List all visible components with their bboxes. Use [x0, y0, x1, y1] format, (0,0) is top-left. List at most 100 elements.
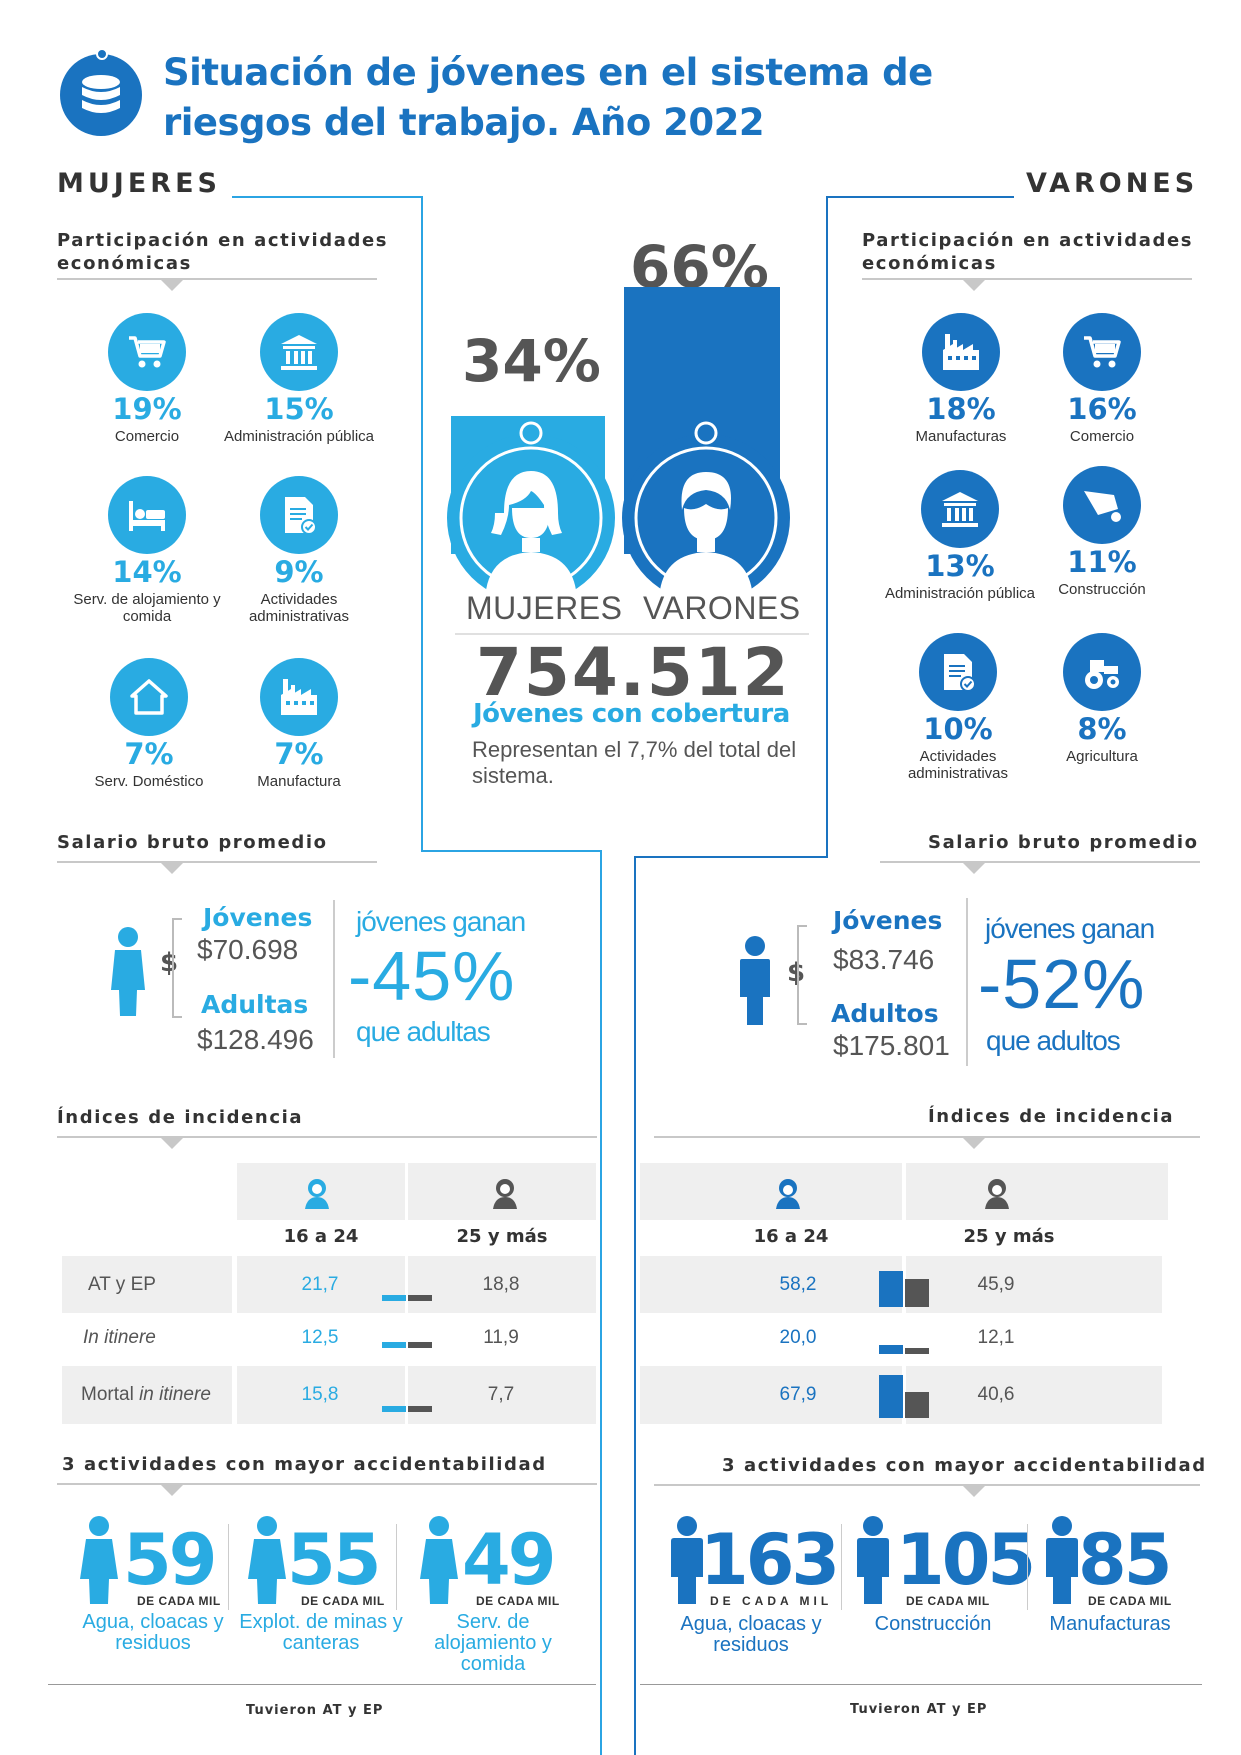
activity-label: Serv. Doméstico: [94, 773, 204, 790]
incidencia-bar: [408, 1295, 432, 1301]
bed-icon: [108, 476, 186, 554]
incidencia-bar: [879, 1271, 903, 1307]
divider-caret: [160, 862, 184, 874]
frame-line: [421, 196, 423, 850]
varones-incidencia-title: Índices de incidencia: [928, 1106, 1175, 1127]
activity-pct: 10%: [923, 712, 993, 746]
mujeres-header: MUJERES: [57, 168, 221, 199]
young-woman-icon: [305, 1179, 329, 1209]
house-icon: [110, 658, 188, 736]
page-title: Situación de jóvenes en el sistema de ri…: [163, 51, 933, 144]
total-jovenes: 754.512: [476, 634, 791, 711]
bracket: [797, 925, 807, 1025]
divider-caret: [962, 1485, 986, 1497]
table-row: [408, 1256, 596, 1313]
activity-label: Construcción: [1058, 581, 1146, 598]
activity-label: Manufacturas: [915, 428, 1007, 445]
mujeres-incidencia-title: Índices de incidencia: [57, 1107, 304, 1128]
accid-unit: DE CADA MIL: [476, 1594, 560, 1608]
table-row: [640, 1256, 902, 1313]
table-row: [640, 1366, 902, 1424]
woman-figure-icon: [78, 1516, 120, 1608]
incidencia-bar: [408, 1342, 432, 1348]
frame-line: [600, 850, 602, 1755]
cobertura-label: Jóvenes con cobertura: [473, 699, 790, 729]
incidencia-row-label: Mortal in itinere: [81, 1384, 211, 1405]
government-building-icon: [921, 470, 999, 548]
database-logo-icon: [60, 48, 142, 136]
accid-unit: DE CADA MIL: [301, 1594, 385, 1608]
divider: [455, 633, 809, 635]
shopping-cart-icon: [108, 313, 186, 391]
divider: [966, 898, 968, 1066]
table-row: [62, 1256, 232, 1313]
frame-line: [634, 856, 636, 1755]
divider-caret: [160, 1484, 184, 1496]
mujeres-adultas-label: Adultas: [201, 990, 309, 1019]
activity-label: Actividades administrativas: [907, 748, 1009, 782]
divider: [57, 1136, 597, 1138]
incidencia-bar: [408, 1406, 432, 1412]
table-row: [237, 1256, 405, 1313]
col-header-bg: [906, 1163, 1168, 1220]
table-row: [906, 1256, 1162, 1313]
mujeres-jovenes-value: $70.698: [197, 934, 299, 965]
varones-young-value: 58,2: [779, 1273, 817, 1295]
varones-col-young: 16 a 24: [753, 1226, 829, 1247]
varones-adultos-value: $175.801: [833, 1030, 950, 1061]
man-figure-icon: [666, 1516, 708, 1608]
mujeres-que-text: que adultas: [356, 1016, 491, 1047]
mujeres-share-label: 34%: [462, 327, 601, 395]
accid-value: 105: [896, 1519, 1036, 1601]
varones-adult-value: 40,6: [977, 1384, 1015, 1405]
incidencia-bar: [879, 1345, 903, 1354]
mujeres-adult-value: 18,8: [482, 1273, 520, 1295]
woman-figure-icon: [418, 1516, 460, 1608]
woman-figure-icon: [111, 927, 145, 1016]
representan-text: Representan el 7,7% del total del sistem…: [472, 737, 797, 788]
varones-col-adult: 25 y más: [963, 1226, 1055, 1247]
divider: [1027, 1524, 1028, 1610]
divider-caret: [160, 1137, 184, 1149]
incidencia-bar: [905, 1392, 929, 1418]
varones-participacion-title: Participación en actividades económicas: [862, 230, 1194, 274]
divider: [228, 1524, 229, 1610]
man-figure-icon: [740, 936, 770, 1025]
factory-icon: [922, 313, 1000, 391]
activity-label: Administración pública: [884, 585, 1036, 602]
activity-label: Actividades administrativas: [248, 591, 350, 625]
mujeres-adult-value: 7,7: [487, 1384, 515, 1405]
gender-avatars: [447, 421, 790, 590]
activity-pct: 13%: [925, 549, 995, 583]
accid-value: 49: [462, 1519, 556, 1601]
varones-adultos-label: Adultos: [831, 999, 939, 1028]
activity-pct: 15%: [264, 392, 334, 426]
col-header-bg: [640, 1163, 902, 1220]
varones-diff-pct: -52%: [978, 945, 1146, 1023]
mujeres-young-value: 15,8: [301, 1384, 339, 1405]
activity-pct: 14%: [112, 555, 182, 589]
activity-pct: 16%: [1067, 392, 1137, 426]
varones-incidencia-bars: [879, 1264, 931, 1307]
mujeres-accid-title: 3 actividades con mayor accidentabilidad: [62, 1454, 547, 1475]
incidencia-bar: [879, 1375, 903, 1418]
varones-gender-label: VARONES: [643, 590, 801, 626]
table-row: [237, 1366, 405, 1424]
accid-value: 85: [1078, 1519, 1172, 1601]
adult-woman-icon: [493, 1179, 517, 1209]
incidencia-bar: [905, 1348, 929, 1354]
accid-unit: DE CADA MIL: [710, 1594, 833, 1608]
activity-pct: 7%: [274, 737, 324, 771]
incidencia-bar: [905, 1279, 929, 1307]
accid-unit: DE CADA MIL: [1088, 1594, 1172, 1608]
accid-label: Serv. de alojamiento y comida: [434, 1611, 552, 1675]
frame-line: [421, 850, 601, 852]
activity-pct: 9%: [274, 555, 324, 589]
tractor-icon: [1063, 633, 1141, 711]
incidencia-bar: [382, 1406, 406, 1412]
table-row: [408, 1366, 596, 1424]
accid-value: 55: [287, 1519, 381, 1601]
activity-pct: 11%: [1067, 545, 1137, 579]
table-row: [62, 1366, 232, 1424]
activity-pct: 8%: [1077, 712, 1127, 746]
